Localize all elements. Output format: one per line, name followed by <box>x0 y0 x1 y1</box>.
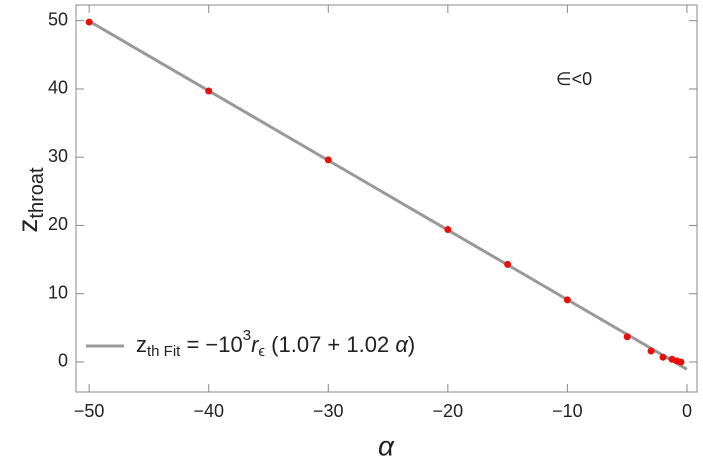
legend-part: α <box>395 332 409 357</box>
point <box>647 347 655 355</box>
point <box>677 358 685 366</box>
legend-label: zth Fit = −103rϵ (1.07 + 1.02 α) <box>136 327 415 360</box>
x-tick-label: 0 <box>682 401 692 421</box>
annotation: ∈<0 <box>556 69 592 89</box>
y-tick-label: 10 <box>48 282 68 302</box>
point <box>85 18 93 26</box>
legend-part: 3 <box>243 327 251 344</box>
plot-frame <box>75 4 698 393</box>
y-tick-label: 30 <box>48 146 68 166</box>
legend-part: ϵ <box>258 343 265 360</box>
legend-part: (1.07 + 1.02 <box>265 332 395 357</box>
y-tick-label: 40 <box>48 78 68 98</box>
y-label-sub: throat <box>26 167 48 219</box>
x-tick-label: −30 <box>313 401 344 421</box>
x-tick-label: −10 <box>552 401 583 421</box>
y-axis-label: zthroat <box>12 167 48 233</box>
point <box>623 333 631 341</box>
point <box>563 296 571 304</box>
legend-part: ) <box>408 332 415 357</box>
x-tick-label: −50 <box>74 401 105 421</box>
point <box>444 226 452 234</box>
legend-part: = −10 <box>180 332 242 357</box>
fit-line <box>88 19 688 371</box>
y-tick-label: 0 <box>58 351 68 371</box>
legend-part: z <box>136 332 147 357</box>
point <box>659 353 667 361</box>
x-axis-label: α <box>378 430 395 461</box>
y-tick-label: 20 <box>48 214 68 234</box>
legend-part: r <box>251 332 260 357</box>
point <box>205 87 213 95</box>
legend-part: th Fit <box>147 343 181 360</box>
x-tick-label: −20 <box>433 401 464 421</box>
y-label-main: z <box>12 219 43 233</box>
x-tick-label: −40 <box>193 401 224 421</box>
y-tick-label: 50 <box>48 9 68 29</box>
point <box>324 156 332 164</box>
point <box>504 260 512 268</box>
